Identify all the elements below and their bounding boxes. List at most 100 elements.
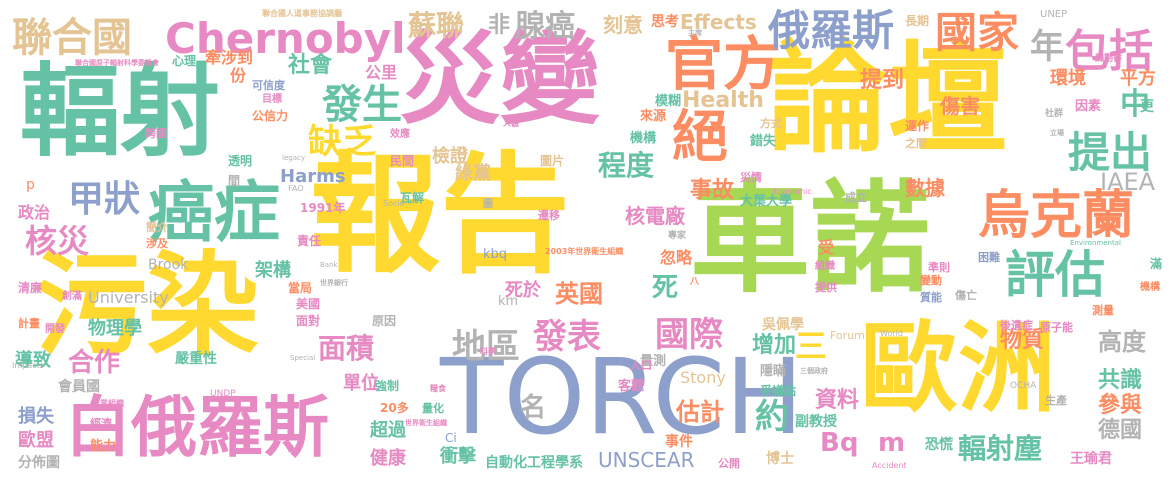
word-establish: 成立 [845, 191, 867, 204]
word-square: 平方 [1120, 68, 1156, 89]
word-eu: 歐盟 [18, 430, 54, 451]
word-casualty: 傷亡 [955, 289, 977, 302]
word-brook: Brook [148, 257, 189, 273]
word-source: 來源 [640, 109, 667, 124]
word-name: 名 [520, 393, 547, 423]
word-severity: 嚴重性 [175, 351, 217, 367]
word-science: 科學 [480, 347, 496, 356]
word-include: 包括 [1065, 26, 1153, 77]
word-belarus: 白俄羅斯 [65, 389, 329, 466]
word-doctor: 博士 [766, 451, 794, 467]
word-cancer: 癌症 [148, 174, 280, 251]
word-undp: UNDP [210, 389, 236, 399]
word-report: 報告 [310, 139, 571, 291]
word-three-govs: 三個政府 [800, 367, 828, 375]
word-institution: 機構 [1140, 282, 1160, 293]
word-intro: 簡介 [146, 221, 168, 234]
word-expert: 專家 [668, 231, 687, 241]
word-middle: 中 [1120, 87, 1150, 122]
word-wang-yujun: 王瑜君 [1070, 451, 1112, 467]
word-production: 生產 [1045, 394, 1067, 407]
word-create: 創滿 [62, 291, 82, 302]
word-health: Health [682, 88, 764, 113]
word-factor: 因素 [1075, 99, 1102, 114]
word-non: 非 [488, 13, 511, 38]
word-three: 三 [795, 327, 828, 365]
word-economy: 經濟 [90, 417, 112, 430]
word-cooperate: 合作 [68, 348, 121, 378]
word-russia: 俄羅斯 [768, 6, 895, 55]
word-mandatory: 強制 [375, 379, 400, 393]
word-involve: 牽涉到 [205, 48, 254, 67]
word-environmental: Environmental [1070, 239, 1121, 247]
word-chenuo: 車諾 [690, 170, 930, 309]
word-agri-org: 農業組織 [92, 399, 124, 408]
word-chairman: 主席 [688, 29, 702, 37]
word-society: 社會 [288, 53, 333, 78]
word-portion: 份 [230, 66, 247, 85]
word-soviet: 蘇聯 [408, 9, 465, 42]
word-20-plus: 20多 [380, 401, 409, 415]
word-official: 官方 [665, 30, 782, 98]
word-university: University [88, 288, 169, 307]
word-long-term: 長期 [905, 14, 930, 28]
word-grain: 糧食 [430, 384, 446, 393]
word-germany: 德國 [1098, 418, 1143, 443]
word-exceed: 超過 [370, 420, 406, 441]
word-absolute: 絕 [672, 105, 728, 170]
word-distribution-map: 分佈圖 [18, 455, 60, 471]
word-propose: 提出 [1068, 128, 1153, 177]
word-country: 國家 [935, 8, 1020, 57]
word-member-state: 會員國 [58, 379, 100, 395]
word-effects: Effects [680, 10, 757, 34]
word-atomic-energy: 原子能 [1040, 321, 1073, 334]
word-international: 國際 [655, 315, 723, 355]
word-involve-2: 涉及 [146, 237, 168, 250]
word-conceal: 隱瞞 [760, 364, 787, 379]
word-height: 高度 [1098, 328, 1146, 356]
word-physics: 物理學 [88, 318, 142, 339]
word-reason: 原因 [372, 314, 397, 328]
word-information: 資料 [815, 388, 860, 413]
word-ocha: OCHA [1010, 381, 1037, 391]
word-world: World [880, 329, 903, 338]
word-face: 面對 [296, 314, 321, 328]
word-accident-en: Accident [872, 461, 907, 470]
word-deliberate: 刻意 [603, 13, 643, 37]
word-consensus: 共識 [1098, 368, 1143, 393]
word-population: 人口 [630, 359, 652, 372]
word-impacts: Impacts [12, 361, 44, 370]
word-damage-info: 災情 [740, 171, 762, 184]
word-nuclear-plant: 核電廠 [625, 204, 685, 228]
word-degree: 程度 [598, 149, 655, 182]
word-harm: 傷害 [940, 94, 980, 118]
word-fao: FAO [288, 184, 304, 193]
word-psychology: 心理 [172, 54, 197, 68]
word-approx: 約 [755, 397, 789, 437]
word-between: 之間 [905, 137, 927, 150]
word-disaster: 災變 [400, 21, 600, 138]
word-ignore: 忽略 [660, 248, 693, 267]
word-bank: Bank [320, 261, 338, 269]
word-health-zh: 健康 [370, 448, 406, 469]
word-automation-dept: 自動化工程學系 [485, 455, 583, 471]
word-p: p [26, 177, 35, 193]
word-un: 聯合國 [12, 15, 132, 61]
word-die-of: 死於 [505, 280, 541, 301]
word-world-bank: 世界銀行 [320, 279, 348, 287]
word-socio: Socio [383, 199, 405, 208]
word-clean: 清廉 [18, 281, 43, 295]
word-quantify: 量化 [422, 402, 444, 415]
word-un-ocha: 聯合國人道事務協調廳 [262, 9, 342, 18]
word-bq: Bq [820, 428, 859, 458]
word-planning-book: 歸劃書 [1095, 54, 1123, 64]
word-difficulty: 困難 [978, 251, 1000, 264]
word-forum: 論壇 [768, 30, 1008, 169]
word-special: Special [290, 354, 316, 362]
word-ukraine: 烏克蘭 [978, 186, 1135, 246]
word-measure: 量測 [640, 354, 667, 369]
word-ability: 能力 [90, 439, 117, 454]
word-figure: 圖 [483, 199, 493, 210]
word-more: 更 [1140, 99, 1154, 115]
